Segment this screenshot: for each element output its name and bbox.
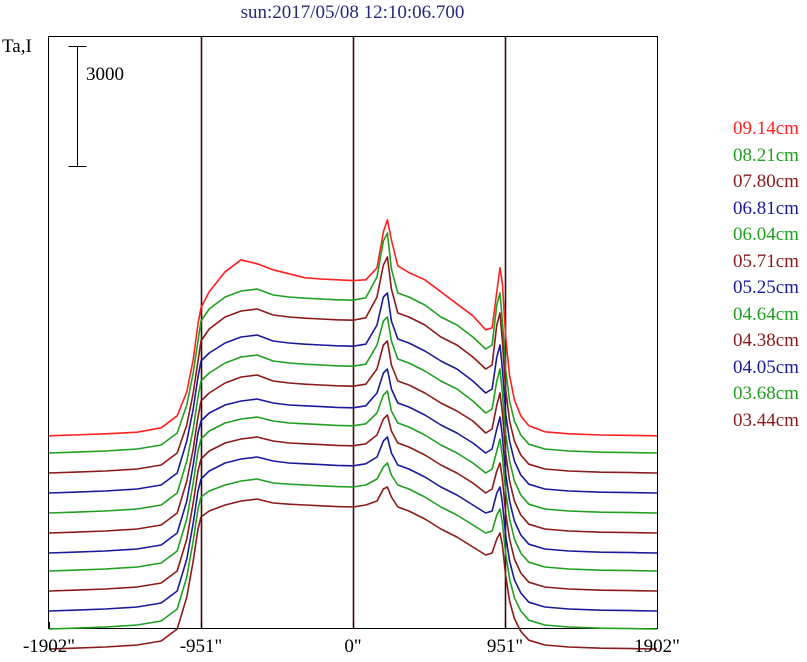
plot-frame (48, 36, 658, 629)
scale-bar-label: 3000 (86, 64, 124, 85)
x-tick-label-0: -1902" (22, 636, 76, 657)
x-tick-label-4: 1902" (634, 636, 680, 657)
chart-title: sun:2017/05/08 12:10:06.700 (240, 2, 465, 23)
series-line-07.80cm (48, 256, 658, 474)
series-line-03.68cm (48, 462, 658, 630)
series-line-03.44cm (48, 486, 658, 650)
series-line-09.14cm (48, 219, 658, 437)
legend-item-04.05cm: 04.05cm (733, 356, 799, 378)
legend-item-07.80cm: 07.80cm (733, 171, 799, 192)
legend-item-03.44cm: 03.44cm (733, 409, 799, 431)
y-axis-label: Ta,I (2, 36, 32, 57)
legend-item-08.21cm: 08.21cm (733, 144, 799, 166)
series-line-04.64cm (48, 390, 658, 572)
legend-item-05.25cm: 05.25cm (733, 277, 799, 298)
series-line-06.81cm (48, 292, 658, 494)
series-line-05.25cm (48, 368, 658, 554)
legend-item-03.68cm: 03.68cm (733, 383, 799, 404)
legend-item-09.14cm: 09.14cm (733, 118, 799, 139)
series-line-04.05cm (48, 436, 658, 612)
series-line-04.38cm (48, 414, 658, 592)
legend-item-06.04cm: 06.04cm (733, 224, 799, 245)
series-line-06.04cm (48, 316, 658, 514)
legend-item-05.71cm: 05.71cm (733, 250, 799, 272)
legend-item-04.64cm: 04.64cm (733, 303, 799, 325)
x-tick-label-3: 951" (486, 636, 524, 657)
x-tick-label-2: 0" (344, 636, 362, 657)
series-line-05.71cm (48, 340, 658, 534)
legend-item-04.38cm: 04.38cm (733, 330, 799, 351)
x-tick-label-1: -951" (179, 636, 223, 657)
series-line-08.21cm (48, 232, 658, 454)
legend-item-06.81cm: 06.81cm (733, 197, 799, 219)
